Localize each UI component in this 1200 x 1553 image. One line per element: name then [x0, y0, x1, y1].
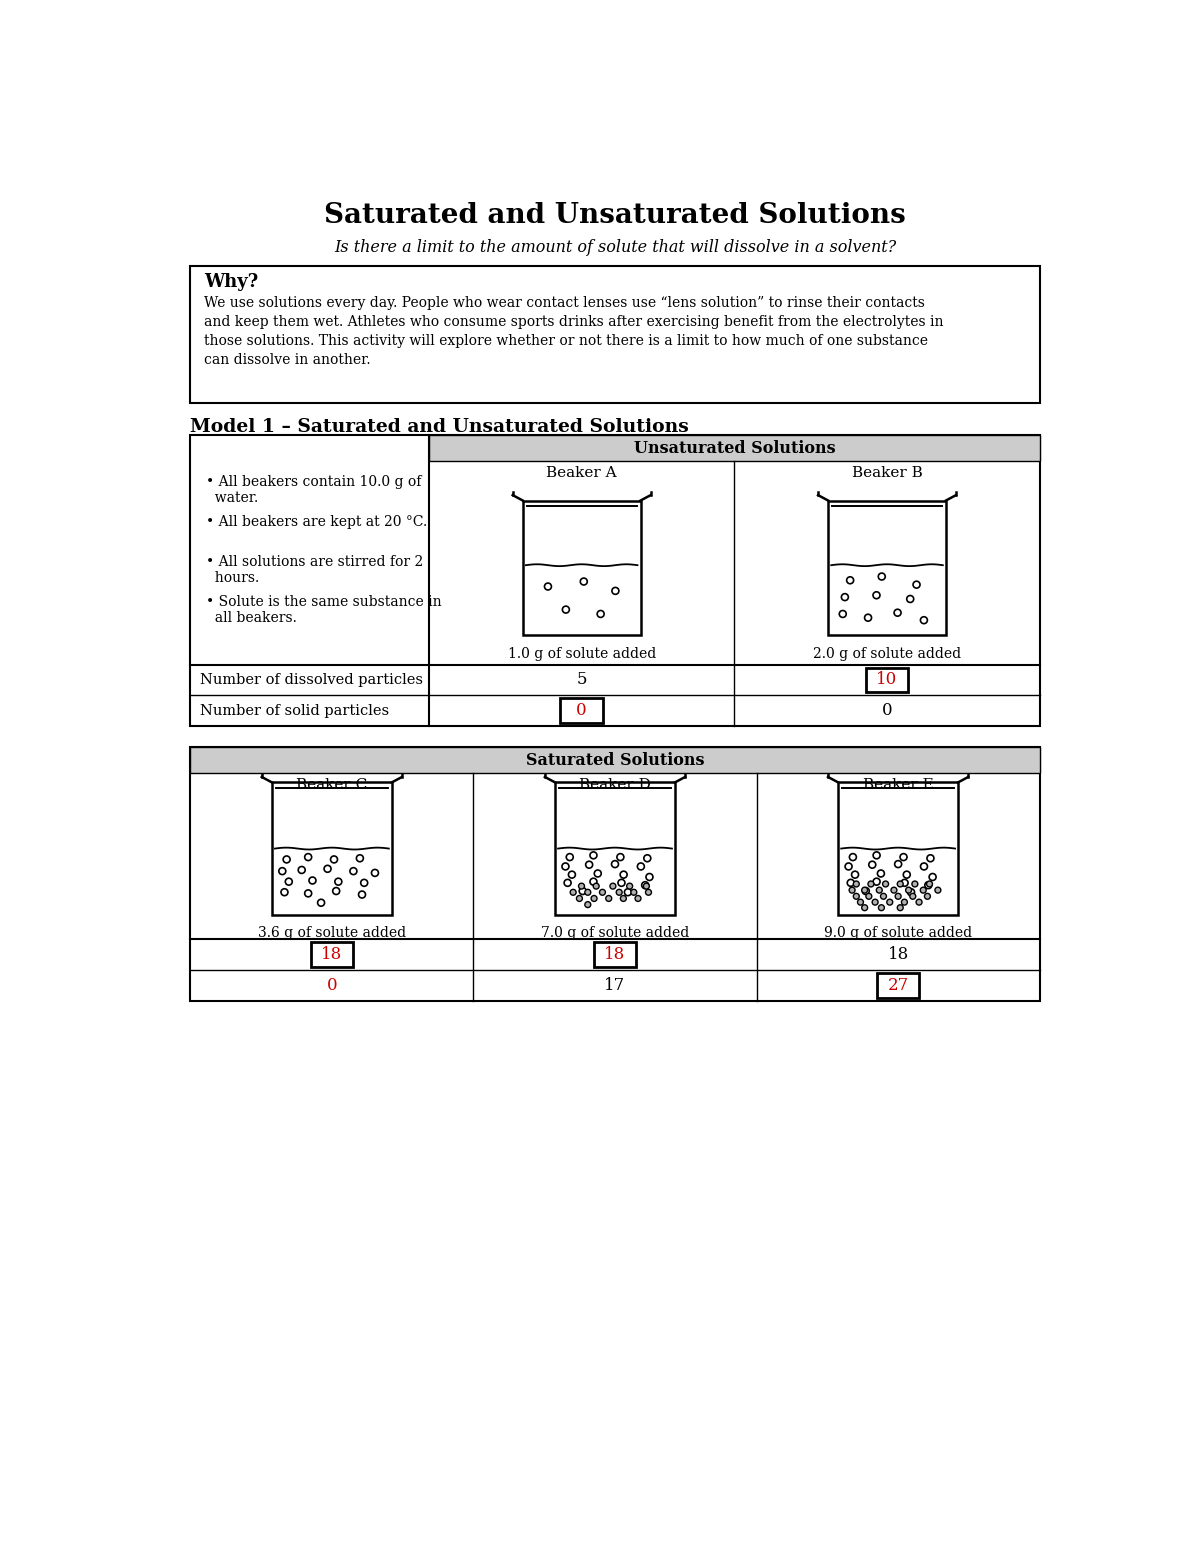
- Circle shape: [898, 881, 904, 887]
- Circle shape: [906, 887, 912, 893]
- Text: 0: 0: [882, 702, 893, 719]
- Circle shape: [858, 899, 864, 905]
- Text: 2.0 g of solute added: 2.0 g of solute added: [812, 646, 961, 662]
- Text: • Solute is the same substance in
  all beakers.: • Solute is the same substance in all be…: [206, 595, 442, 626]
- Text: 18: 18: [888, 946, 908, 963]
- Circle shape: [606, 896, 612, 901]
- Text: Beaker E: Beaker E: [863, 778, 934, 792]
- Text: 3.6 g of solute added: 3.6 g of solute added: [258, 926, 406, 940]
- Circle shape: [881, 893, 887, 899]
- Circle shape: [916, 899, 922, 905]
- Bar: [311, 943, 353, 968]
- Circle shape: [853, 893, 859, 899]
- Text: 7.0 g of solute added: 7.0 g of solute added: [541, 926, 689, 940]
- Circle shape: [872, 899, 878, 905]
- Circle shape: [850, 887, 856, 893]
- Circle shape: [576, 896, 582, 901]
- Text: 0: 0: [326, 977, 337, 994]
- Text: Beaker D: Beaker D: [580, 778, 650, 792]
- Text: Model 1 – Saturated and Unsaturated Solutions: Model 1 – Saturated and Unsaturated Solu…: [191, 418, 689, 436]
- Text: Beaker C: Beaker C: [296, 778, 367, 792]
- Text: 0: 0: [576, 702, 587, 719]
- Circle shape: [570, 890, 576, 895]
- Circle shape: [895, 893, 901, 899]
- Circle shape: [620, 896, 626, 901]
- Text: Why?: Why?: [204, 273, 258, 292]
- Circle shape: [926, 881, 932, 887]
- Text: Unsaturated Solutions: Unsaturated Solutions: [634, 439, 835, 457]
- Circle shape: [883, 881, 888, 887]
- Text: Number of dissolved particles: Number of dissolved particles: [199, 672, 422, 686]
- Bar: [191, 266, 1039, 402]
- Circle shape: [862, 887, 868, 893]
- Circle shape: [876, 887, 882, 893]
- Circle shape: [868, 881, 874, 887]
- Text: Number of solid particles: Number of solid particles: [199, 704, 389, 717]
- Circle shape: [617, 890, 622, 895]
- Bar: [865, 668, 908, 693]
- Bar: [191, 435, 1039, 727]
- Text: 1.0 g of solute added: 1.0 g of solute added: [508, 646, 655, 662]
- Text: Saturated and Unsaturated Solutions: Saturated and Unsaturated Solutions: [324, 202, 906, 230]
- Text: • All beakers are kept at 20 °C.: • All beakers are kept at 20 °C.: [206, 516, 427, 530]
- Bar: [594, 943, 636, 968]
- Bar: [191, 747, 1039, 1002]
- Circle shape: [920, 887, 926, 893]
- Circle shape: [600, 890, 606, 895]
- Circle shape: [592, 896, 598, 901]
- Circle shape: [878, 905, 884, 910]
- Circle shape: [935, 887, 941, 893]
- Text: We use solutions every day. People who wear contact lenses use “lens solution” t: We use solutions every day. People who w…: [204, 297, 943, 368]
- Text: 9.0 g of solute added: 9.0 g of solute added: [824, 926, 972, 940]
- Text: 27: 27: [888, 977, 908, 994]
- Bar: [430, 435, 1039, 461]
- Circle shape: [626, 884, 632, 888]
- Circle shape: [912, 881, 918, 887]
- Circle shape: [635, 896, 641, 901]
- Circle shape: [924, 893, 930, 899]
- Circle shape: [643, 884, 649, 888]
- Circle shape: [898, 905, 904, 910]
- Circle shape: [610, 884, 616, 888]
- Bar: [191, 747, 1039, 773]
- Circle shape: [862, 905, 868, 910]
- Text: 18: 18: [605, 946, 625, 963]
- Circle shape: [631, 890, 637, 895]
- Text: 10: 10: [876, 671, 898, 688]
- Text: Beaker A: Beaker A: [546, 466, 617, 480]
- Text: • All solutions are stirred for 2
  hours.: • All solutions are stirred for 2 hours.: [206, 554, 424, 585]
- Text: 17: 17: [605, 977, 625, 994]
- Circle shape: [866, 893, 872, 899]
- Circle shape: [853, 881, 859, 887]
- Circle shape: [887, 899, 893, 905]
- Circle shape: [593, 884, 599, 888]
- Circle shape: [646, 890, 652, 895]
- Text: Saturated Solutions: Saturated Solutions: [526, 752, 704, 769]
- Bar: [877, 974, 919, 999]
- Bar: [560, 699, 602, 724]
- Circle shape: [910, 893, 916, 899]
- Circle shape: [578, 884, 584, 888]
- Text: Is there a limit to the amount of solute that will dissolve in a solvent?: Is there a limit to the amount of solute…: [334, 239, 896, 256]
- Text: 5: 5: [576, 671, 587, 688]
- Circle shape: [584, 890, 590, 895]
- Text: Beaker B: Beaker B: [852, 466, 923, 480]
- Circle shape: [584, 902, 590, 907]
- Text: 18: 18: [322, 946, 342, 963]
- Circle shape: [901, 899, 907, 905]
- Circle shape: [890, 887, 896, 893]
- Text: • All beakers contain 10.0 g of
  water.: • All beakers contain 10.0 g of water.: [206, 475, 421, 505]
